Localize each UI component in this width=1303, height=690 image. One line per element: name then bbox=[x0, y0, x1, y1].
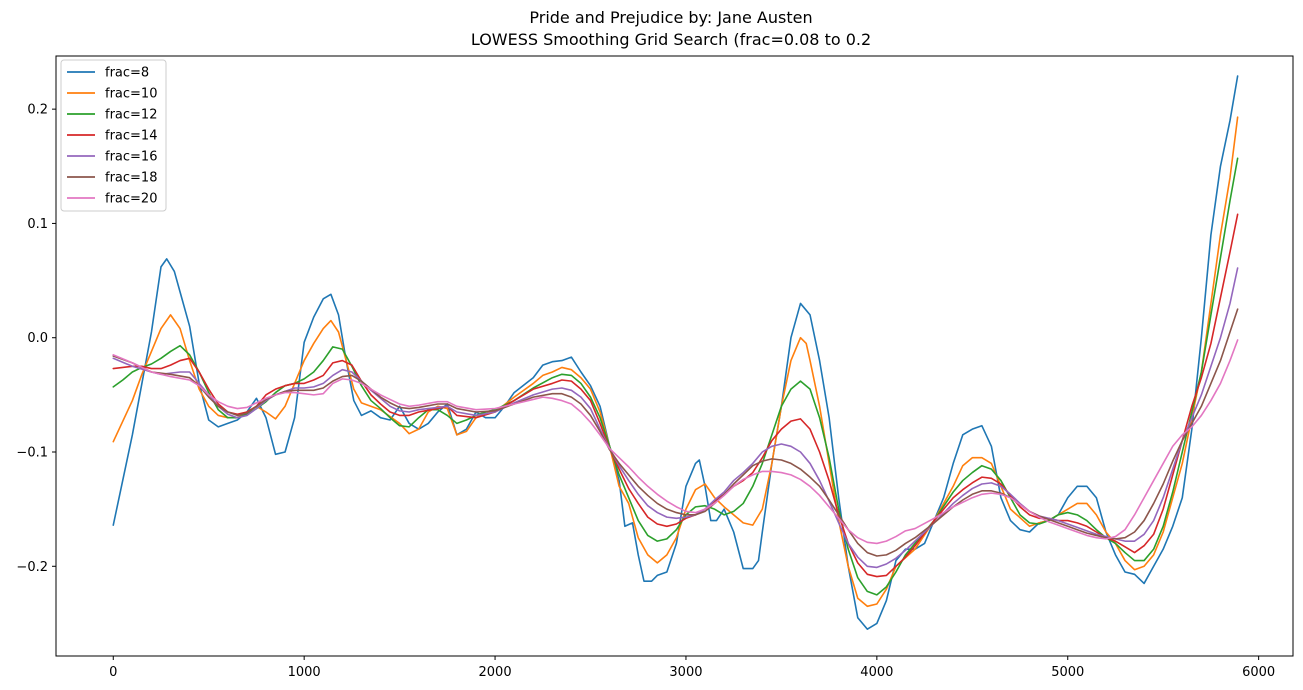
legend-items: frac=8 frac=10 frac=12 frac=14 frac=16 frac=1… bbox=[67, 66, 157, 207]
y-tick-label: −0.1 bbox=[16, 446, 48, 461]
legend-label: frac=10 bbox=[105, 87, 157, 102]
axes-frame bbox=[55, 55, 1294, 657]
legend: frac=8 frac=10 frac=12 frac=14 frac=16 frac=1… bbox=[60, 59, 167, 212]
x-axis: 0 1000 2000 3000 4000 5000 6000 bbox=[109, 656, 1275, 680]
x-tick-label: 4000 bbox=[860, 665, 893, 680]
legend-label: frac=12 bbox=[105, 108, 157, 123]
series-line-frac-20 bbox=[112, 339, 1239, 545]
chart-title: Pride and Prejudice by: Jane Austen bbox=[529, 8, 812, 27]
legend-label: frac=16 bbox=[105, 150, 157, 165]
legend-label: frac=20 bbox=[105, 192, 157, 207]
x-tick-label: 5000 bbox=[1051, 665, 1084, 680]
chart-subtitle: LOWESS Smoothing Grid Search (frac=0.08 … bbox=[471, 30, 871, 49]
legend-label: frac=18 bbox=[105, 171, 157, 186]
legend-label: frac=8 bbox=[105, 66, 149, 81]
plot-area-background bbox=[56, 56, 1293, 656]
y-tick-label: 0.0 bbox=[27, 331, 48, 346]
y-tick-label: −0.2 bbox=[16, 560, 48, 575]
x-tick-label: 6000 bbox=[1242, 665, 1275, 680]
y-tick-label: 0.2 bbox=[27, 103, 48, 118]
x-tick-label: 3000 bbox=[669, 665, 702, 680]
legend-frame bbox=[60, 59, 167, 212]
x-tick-label: 2000 bbox=[479, 665, 512, 680]
y-axis: −0.2 −0.1 0.0 0.1 0.2 bbox=[16, 103, 56, 575]
series-layer bbox=[112, 75, 1239, 630]
plot-area bbox=[55, 55, 1294, 657]
x-tick-label: 0 bbox=[109, 665, 117, 680]
y-tick-label: 0.1 bbox=[27, 217, 48, 232]
legend-label: frac=14 bbox=[105, 129, 157, 144]
x-tick-label: 1000 bbox=[288, 665, 321, 680]
